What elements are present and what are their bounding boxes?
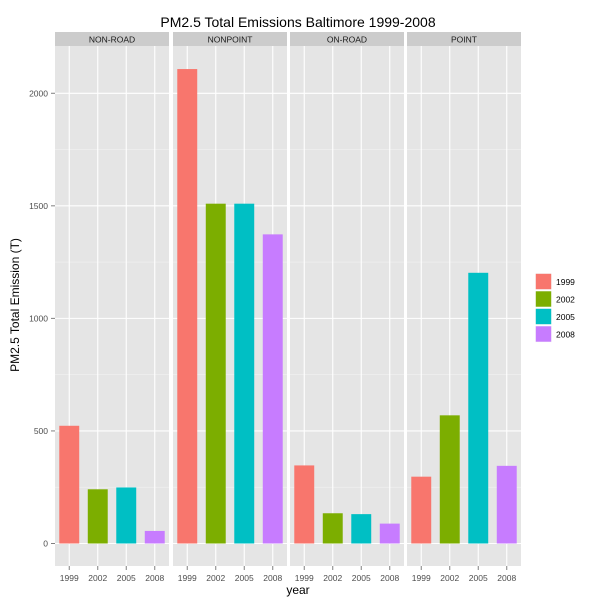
legend-swatch-2002 bbox=[535, 291, 552, 307]
facet-panel-non-road: NON-ROAD 1999 2002 2005 2008 bbox=[55, 32, 169, 583]
y-tick-label: 1000 bbox=[29, 313, 48, 323]
y-axis: 0 500 1000 1500 2000 bbox=[29, 88, 55, 548]
y-tick-label: 500 bbox=[34, 426, 48, 436]
x-tick-label: 1999 bbox=[60, 573, 79, 583]
bar-non-road-1999 bbox=[59, 425, 80, 544]
facet-panel-on-road: ON-ROAD 1999 2002 2005 2008 bbox=[290, 32, 404, 583]
legend-label-1999: 1999 bbox=[556, 277, 575, 287]
x-tick-label: 2002 bbox=[206, 573, 225, 583]
y-tick-label: 2000 bbox=[29, 88, 48, 98]
bar-nonpoint-2005 bbox=[234, 203, 255, 544]
y-tick-label: 0 bbox=[43, 538, 48, 548]
bar-nonpoint-2008 bbox=[262, 234, 283, 544]
bar-on-road-2008 bbox=[379, 523, 400, 544]
facet-strip bbox=[55, 32, 169, 46]
bar-non-road-2005 bbox=[116, 487, 137, 544]
x-tick-label: 2008 bbox=[497, 573, 516, 583]
facet-strip bbox=[290, 32, 404, 46]
facet-strip-label: NONPOINT bbox=[208, 35, 253, 45]
legend-swatch-1999 bbox=[535, 273, 552, 290]
facet-panels: NON-ROAD 1999 2002 2005 2008 NONPOINT 1999 2002… bbox=[55, 32, 521, 583]
x-tick-label: 2008 bbox=[145, 573, 164, 583]
x-tick-label: 1999 bbox=[295, 573, 314, 583]
x-tick-label: 2008 bbox=[263, 573, 282, 583]
x-axis-title: year bbox=[286, 583, 309, 597]
bar-point-2005 bbox=[468, 272, 489, 544]
x-tick-label: 2008 bbox=[380, 573, 399, 583]
bar-non-road-2002 bbox=[87, 489, 108, 544]
facet-panel-point: POINT 1999 2002 2005 2008 bbox=[407, 32, 521, 583]
legend-label-2008: 2008 bbox=[556, 330, 575, 340]
bar-point-2002 bbox=[439, 415, 460, 544]
facet-panel-nonpoint: NONPOINT 1999 2002 2005 2008 bbox=[173, 32, 287, 583]
x-tick-label: 1999 bbox=[178, 573, 197, 583]
bar-on-road-2005 bbox=[351, 514, 372, 544]
bar-nonpoint-2002 bbox=[205, 203, 226, 544]
bar-point-1999 bbox=[411, 476, 432, 544]
y-axis-title: PM2.5 Total Emission (T) bbox=[8, 238, 22, 372]
x-tick-label: 2005 bbox=[352, 573, 371, 583]
legend-swatch-2008 bbox=[535, 326, 552, 342]
legend-label-2005: 2005 bbox=[556, 312, 575, 322]
legend: 1999 2002 2005 2008 bbox=[534, 272, 575, 343]
facet-strip bbox=[407, 32, 521, 46]
x-tick-label: 2005 bbox=[117, 573, 136, 583]
bar-nonpoint-1999 bbox=[177, 69, 198, 544]
y-tick-label: 1500 bbox=[29, 201, 48, 211]
facet-strip-label: POINT bbox=[451, 35, 477, 45]
bar-point-2008 bbox=[496, 465, 517, 544]
facet-strip-label: NON-ROAD bbox=[89, 35, 135, 45]
x-tick-label: 2005 bbox=[235, 573, 254, 583]
legend-label-2002: 2002 bbox=[556, 295, 575, 305]
bar-on-road-2002 bbox=[322, 513, 343, 544]
x-tick-label: 2002 bbox=[88, 573, 107, 583]
bar-non-road-2008 bbox=[144, 530, 165, 544]
facet-strip-label: ON-ROAD bbox=[327, 35, 367, 45]
bar-on-road-1999 bbox=[294, 465, 315, 544]
x-tick-label: 2002 bbox=[323, 573, 342, 583]
facet-strip bbox=[173, 32, 287, 46]
legend-swatch-2005 bbox=[535, 308, 552, 325]
x-tick-label: 2002 bbox=[440, 573, 459, 583]
x-tick-label: 2005 bbox=[469, 573, 488, 583]
x-tick-label: 1999 bbox=[412, 573, 431, 583]
chart-title: PM2.5 Total Emissions Baltimore 1999-200… bbox=[160, 14, 435, 30]
